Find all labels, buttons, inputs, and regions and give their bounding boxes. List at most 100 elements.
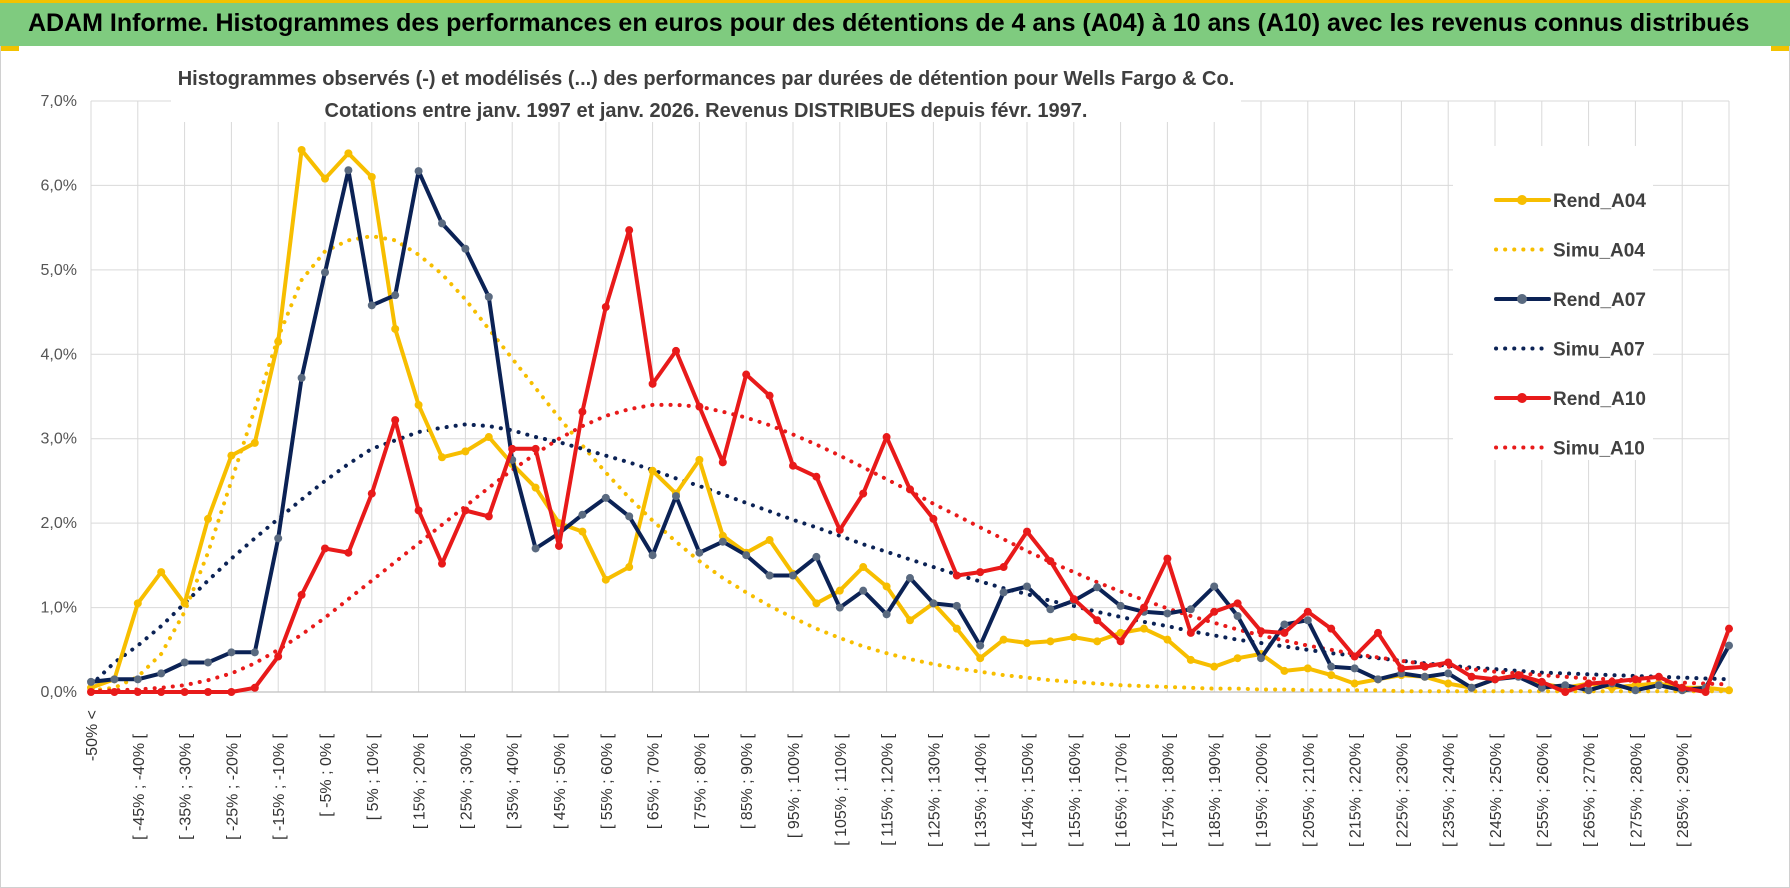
data-point <box>1350 652 1359 661</box>
data-point <box>1186 605 1195 614</box>
series-line-simu_a04 <box>89 234 1731 694</box>
data-point <box>999 563 1008 572</box>
data-point <box>1514 671 1523 680</box>
x-tick-label: [ 5% ; 10% [ <box>365 733 382 820</box>
data-point <box>742 551 751 560</box>
data-point <box>1046 557 1055 566</box>
data-point <box>1280 666 1289 675</box>
data-point <box>367 489 376 498</box>
data-point <box>438 559 446 568</box>
data-point <box>999 635 1008 644</box>
data-point <box>1046 605 1055 614</box>
x-tick-label: [ 255% ; 260% [ <box>1535 733 1552 847</box>
data-point <box>157 688 166 696</box>
data-point <box>882 610 891 619</box>
data-point <box>976 568 985 577</box>
data-point <box>601 493 610 502</box>
data-point <box>718 537 727 546</box>
corner-accent-right <box>1771 46 1789 51</box>
x-tick-label: [ 155% ; 160% [ <box>1067 733 1084 847</box>
data-point <box>1046 637 1055 646</box>
data-point <box>438 453 446 462</box>
legend-background <box>1453 146 1653 460</box>
data-point <box>1257 627 1265 636</box>
data-point <box>227 688 236 696</box>
x-tick-label: [ 145% ; 150% [ <box>1020 733 1037 847</box>
data-point <box>718 531 727 540</box>
data-point <box>321 174 329 183</box>
data-point <box>461 447 470 456</box>
data-point <box>695 402 704 411</box>
data-point <box>859 586 868 595</box>
y-tick-label: 5,0% <box>41 262 77 279</box>
data-point <box>461 244 470 253</box>
chart-frame: 0,0% 1,0% 2,0% 3,0% 4,0% 5,0% 6,0% 7,0% -50% < [ … <box>0 46 1790 888</box>
data-point <box>1303 607 1312 616</box>
x-tick-label: [ 195% ; 200% [ <box>1254 733 1271 847</box>
data-point <box>87 677 95 686</box>
data-point <box>906 485 914 494</box>
x-tick-label: [ 205% ; 210% [ <box>1301 733 1318 847</box>
data-point <box>1280 620 1289 629</box>
data-point <box>227 648 236 657</box>
data-point <box>1093 616 1102 625</box>
data-point <box>812 472 821 481</box>
data-point <box>1140 603 1148 612</box>
data-point <box>180 658 189 667</box>
data-point <box>648 379 657 388</box>
data-point <box>1420 662 1429 671</box>
x-tick-label: [ 265% ; 270% [ <box>1582 733 1599 847</box>
chart-subtitle-line: Histogrammes observés (-) et modélisés (… <box>178 68 1235 90</box>
data-point <box>1069 595 1078 604</box>
data-point <box>1725 686 1733 695</box>
data-point <box>765 391 774 400</box>
data-point <box>1210 582 1219 591</box>
data-point <box>484 292 493 301</box>
data-point <box>250 648 259 657</box>
legend-marker <box>1517 294 1527 304</box>
x-tick-label: [ -15% ; -10% [ <box>271 733 288 839</box>
data-point <box>204 658 212 667</box>
data-point <box>1444 679 1453 688</box>
legend-label: Rend_A07 <box>1553 290 1646 311</box>
data-point <box>789 571 797 580</box>
data-point <box>133 688 142 696</box>
data-point <box>297 373 306 382</box>
data-point <box>882 582 891 591</box>
legend-entry-rend_a04: Rend_A04 <box>1494 191 1646 212</box>
data-point <box>1584 686 1593 695</box>
data-point <box>648 551 657 560</box>
x-tick-label: [ 55% ; 60% [ <box>599 733 616 829</box>
y-tick-label: 0,0% <box>41 684 77 701</box>
x-tick-label: [ 285% ; 290% [ <box>1675 733 1692 847</box>
data-point <box>484 512 493 521</box>
report-title: ADAM Informe. Histogrammes des performan… <box>28 9 1750 37</box>
data-point <box>601 303 610 312</box>
data-point <box>625 512 634 521</box>
legend-entry-simu_a10: Simu_A10 <box>1494 439 1645 460</box>
data-point <box>1280 628 1289 637</box>
data-point <box>812 552 821 561</box>
data-point <box>742 370 751 379</box>
x-tick-label: [ 225% ; 230% [ <box>1394 733 1411 847</box>
data-point <box>695 548 704 557</box>
data-point <box>952 624 961 633</box>
data-point <box>321 268 329 277</box>
data-point <box>1608 677 1616 686</box>
y-tick-label: 7,0% <box>41 93 77 110</box>
data-point <box>1420 672 1429 681</box>
data-point <box>531 483 540 492</box>
data-point <box>414 506 423 515</box>
data-point <box>110 688 119 696</box>
x-tick-label: [ 125% ; 130% [ <box>926 733 943 847</box>
x-tick-label: [ 75% ; 80% [ <box>692 733 709 829</box>
legend-label: Rend_A04 <box>1553 191 1646 212</box>
report-header: ADAM Informe. Histogrammes des performan… <box>0 0 1790 46</box>
data-point <box>835 525 844 534</box>
x-tick-label: [ -35% ; -30% [ <box>178 733 195 839</box>
data-point <box>835 586 844 595</box>
data-point <box>531 544 540 553</box>
data-point <box>391 416 400 425</box>
data-point <box>578 527 587 536</box>
data-point <box>157 669 166 678</box>
